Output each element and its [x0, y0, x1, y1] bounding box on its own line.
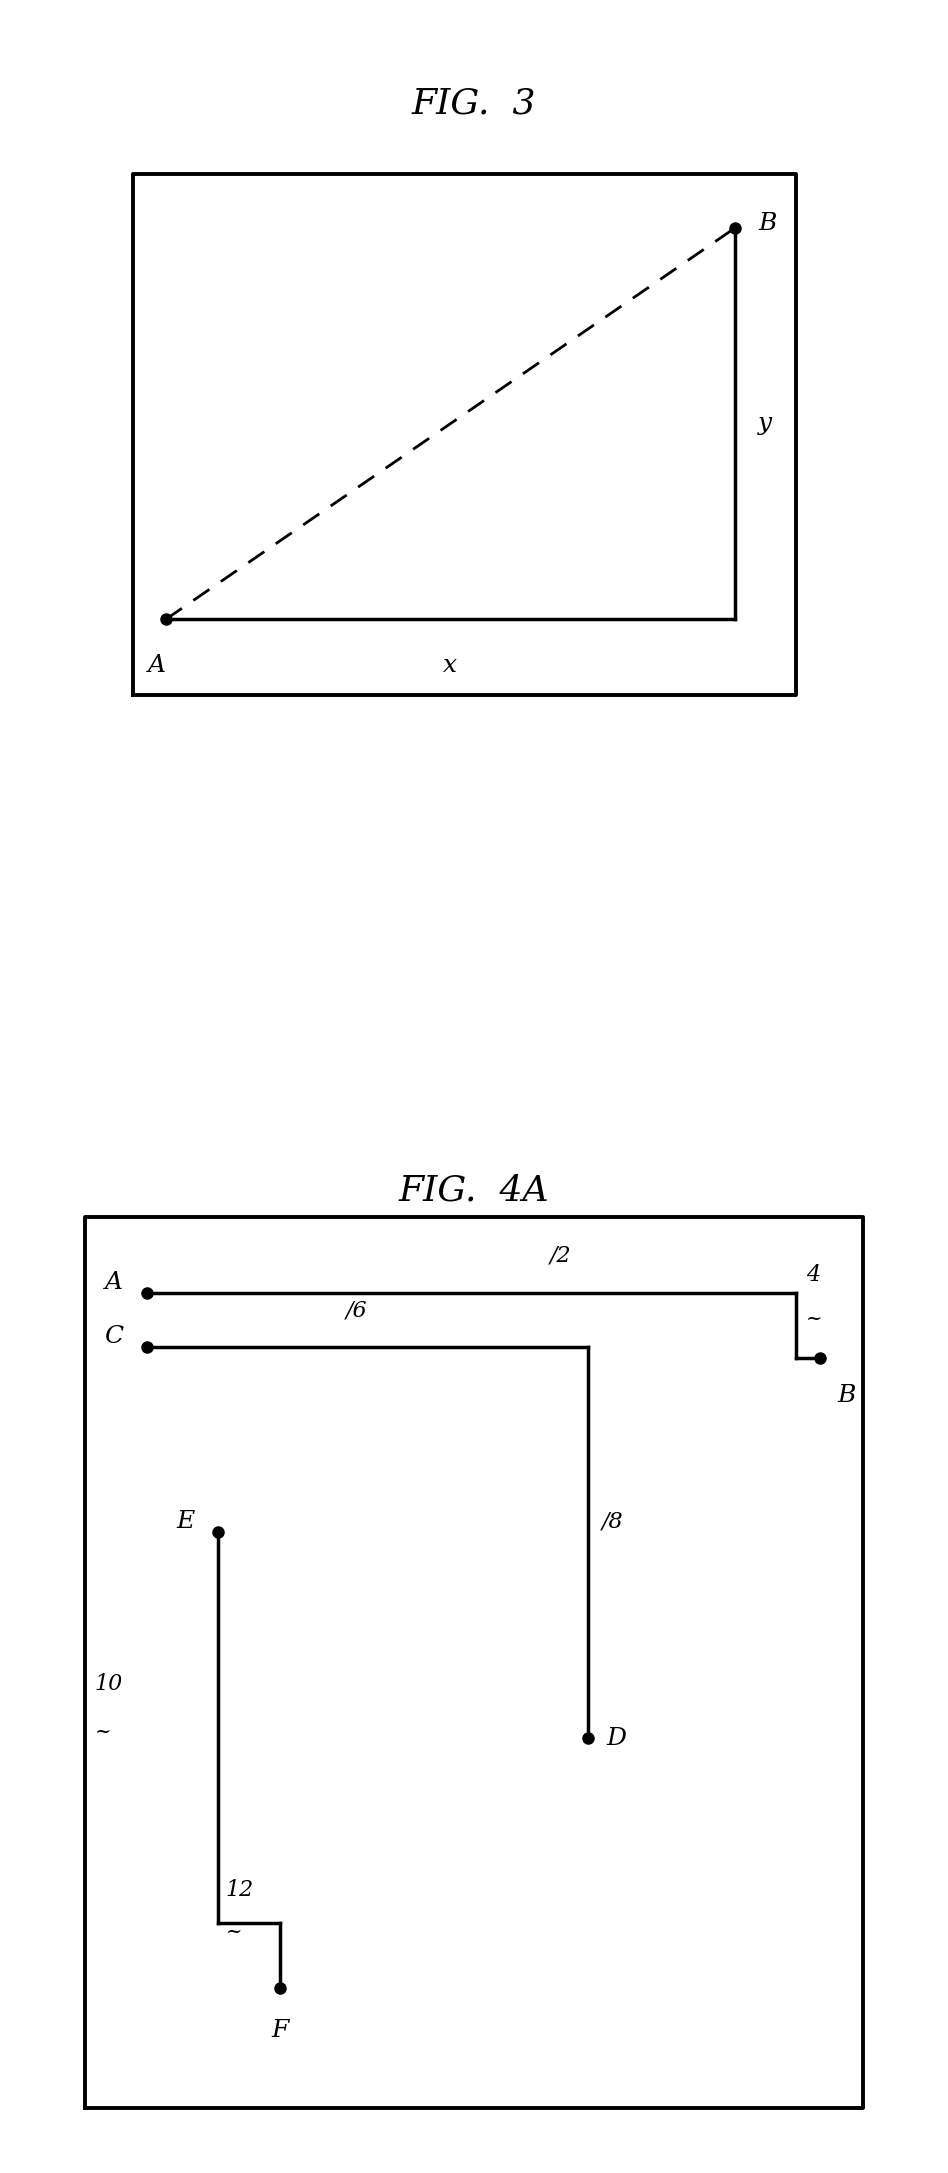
- Text: B: B: [758, 213, 776, 235]
- Text: FIG.  3: FIG. 3: [411, 87, 537, 122]
- Text: A: A: [148, 654, 165, 678]
- Text: F: F: [271, 2019, 288, 2043]
- Text: /8: /8: [602, 1510, 624, 1532]
- Text: y: y: [758, 413, 773, 435]
- Text: ~: ~: [226, 1923, 242, 1940]
- Text: x: x: [444, 654, 457, 678]
- Text: 4: 4: [806, 1265, 820, 1286]
- Text: 12: 12: [226, 1880, 254, 1901]
- Text: E: E: [176, 1510, 194, 1532]
- Text: ~: ~: [806, 1310, 822, 1328]
- Text: A: A: [105, 1271, 123, 1293]
- Text: 10: 10: [95, 1673, 123, 1695]
- Text: D: D: [607, 1728, 627, 1749]
- Text: B: B: [837, 1384, 855, 1408]
- Text: /6: /6: [345, 1299, 367, 1321]
- Text: C: C: [104, 1326, 123, 1347]
- Text: FIG.  4A: FIG. 4A: [399, 1173, 549, 1208]
- Text: ~: ~: [95, 1723, 111, 1741]
- Text: /2: /2: [550, 1245, 572, 1267]
